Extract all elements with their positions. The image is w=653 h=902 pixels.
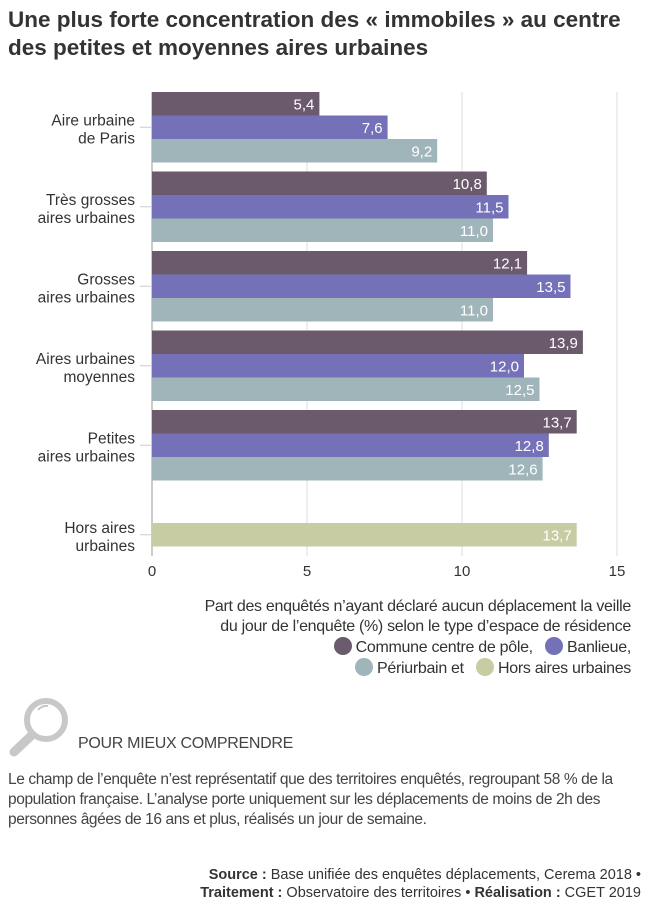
x-tick-label: 5 xyxy=(303,563,311,580)
bar xyxy=(152,298,493,322)
magnifier-icon xyxy=(9,698,68,757)
bar-value-label: 9,2 xyxy=(411,143,432,160)
legend-item-centre: Commune centre de pôle, xyxy=(355,639,534,656)
bar-value-label: 11,5 xyxy=(475,199,503,216)
legend-item-banlieue: Banlieue, xyxy=(566,639,631,656)
bar-value-label: 13,7 xyxy=(542,414,571,431)
x-tick-label: 15 xyxy=(609,563,626,580)
bar xyxy=(152,457,543,481)
bar xyxy=(152,139,438,163)
bar-value-label: 12,8 xyxy=(515,438,544,455)
legend-dot-periurbain xyxy=(354,658,373,676)
source-label: Source : xyxy=(208,867,267,883)
bar xyxy=(152,330,583,354)
bar xyxy=(152,171,487,195)
bar-value-label: 12,6 xyxy=(508,461,537,478)
bar xyxy=(152,354,524,378)
bar xyxy=(152,115,388,139)
legend-dot-banlieue xyxy=(544,637,563,655)
bar-value-label: 11,0 xyxy=(460,223,488,240)
source-credits: Source : Base unifiée des enquêtes dépla… xyxy=(200,866,641,902)
bar xyxy=(152,195,509,219)
source-text: Base unifiée des enquêtes déplacements, … xyxy=(266,867,641,883)
bar xyxy=(152,274,571,298)
bar-value-label: 13,9 xyxy=(549,335,578,352)
bar xyxy=(152,523,577,547)
legend-dot-centre xyxy=(333,637,352,655)
treatment-text: Observatoire des territoires • xyxy=(282,885,475,901)
bar-value-label: 11,0 xyxy=(460,302,488,319)
bar xyxy=(152,433,549,457)
category-label: Aires urbaines moyennes xyxy=(36,351,135,386)
bar-value-label: 12,5 xyxy=(505,382,534,399)
legend-item-hors: Hors aires urbaines xyxy=(497,660,631,677)
help-title: POUR MIEUX COMPRENDRE xyxy=(78,735,294,752)
x-tick-label: 0 xyxy=(148,563,156,580)
x-tick-label: 10 xyxy=(454,563,471,580)
bar xyxy=(152,410,577,434)
help-text: Le champ de l’enquête n’est représentati… xyxy=(8,771,613,828)
legend-dot-hors xyxy=(475,658,494,676)
category-label: Petites aires urbaines xyxy=(38,430,136,465)
realisation-label: Réalisation : xyxy=(474,885,561,901)
bar-value-label: 12,1 xyxy=(493,255,522,272)
bar-value-label: 13,7 xyxy=(542,527,571,544)
bar-value-label: 12,0 xyxy=(490,358,519,375)
realisation-text: CGET 2019 xyxy=(560,885,641,901)
bar-value-label: 7,6 xyxy=(362,120,383,137)
bar-value-label: 13,5 xyxy=(536,279,565,296)
category-label: Aire urbaine de Paris xyxy=(51,112,135,147)
category-label: Très grosses aires urbaines xyxy=(38,192,136,227)
bar-value-label: 5,4 xyxy=(294,96,315,113)
legend-caption-2: du jour de l’enquête (%) selon le type d… xyxy=(220,618,631,635)
bar xyxy=(152,377,540,401)
chart-title: Une plus forte concentration des « immob… xyxy=(8,7,621,60)
legend: Part des enquêtés n’ayant déclaré aucun … xyxy=(204,597,632,679)
category-label: Grosses aires urbaines xyxy=(38,271,136,306)
bar xyxy=(152,218,493,242)
bar xyxy=(152,92,320,116)
treatment-label: Traitement : xyxy=(200,885,283,901)
legend-caption-1: Part des enquêtés n’ayant déclaré aucun … xyxy=(204,598,632,615)
bar-chart: 0 5 10 15 Aire urbaine de Paris 5,4 7,6 9,2 Très … xyxy=(36,92,626,580)
category-label: Hors aires urbaines xyxy=(64,520,135,555)
bar xyxy=(152,251,528,275)
bar-value-label: 10,8 xyxy=(453,176,482,193)
legend-item-periurbain: Périurbain et xyxy=(376,660,464,677)
